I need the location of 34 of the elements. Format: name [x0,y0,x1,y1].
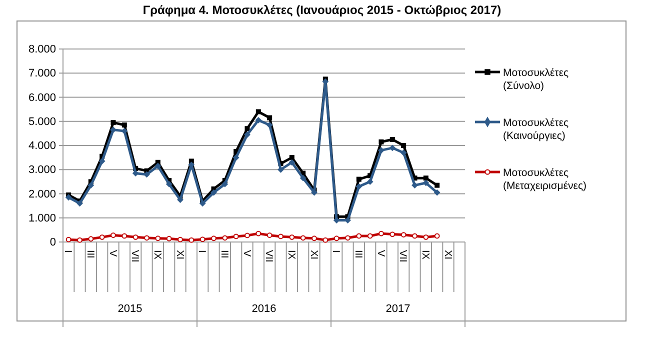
x-tick-label: V [240,250,252,257]
x-tick-label: XI [308,250,319,260]
y-tick-label: 1.000 [28,212,56,224]
y-tick-label: 0 [50,236,56,249]
x-tick-label: VII [129,250,140,262]
y-tick-label: 4.000 [28,140,56,152]
x-tick-label: IX [419,250,430,260]
text: 2015 [118,303,142,315]
x-tick-label: VII [263,250,274,262]
x-tick-label: I [330,250,342,253]
legend-label: Μοτοσυκλέτες (Μεταχειρισμένες) [503,167,587,192]
x-tick-label: V [106,250,118,257]
y-tick-label: 5.000 [28,116,56,128]
y-tick-label: 2.000 [28,188,56,200]
x-tick-label: III [352,250,364,258]
y-tick-label: 7.000 [28,68,56,80]
x-tick-label: XI [174,250,185,260]
y-tick-label: 8.000 [28,44,56,56]
legend-label: Μοτοσυκλέτες (Σύνολο) [503,67,569,92]
text: 2016 [252,303,276,315]
text: 2017 [386,303,410,315]
x-tick-label: III [84,250,96,258]
x-tick-label: VII [397,250,408,262]
y-tick-label: 3.000 [28,164,56,176]
x-tick-label: V [374,250,386,257]
x-tick-label: IX [285,250,296,260]
x-tick-label: IX [151,250,162,260]
legend-label: Μοτοσυκλέτες (Καινούργιες) [503,117,569,142]
x-tick-label: I [62,250,74,253]
x-tick-label: I [196,250,208,253]
chart-title: Γράφημα 4. Μοτοσυκλέτες (Ιανουάριος 2015 - Οκτώβριος 2017) [142,3,502,17]
x-tick-label: III [218,250,230,258]
y-tick-label: 6.000 [28,92,56,104]
x-tick-label: XI [442,250,453,260]
